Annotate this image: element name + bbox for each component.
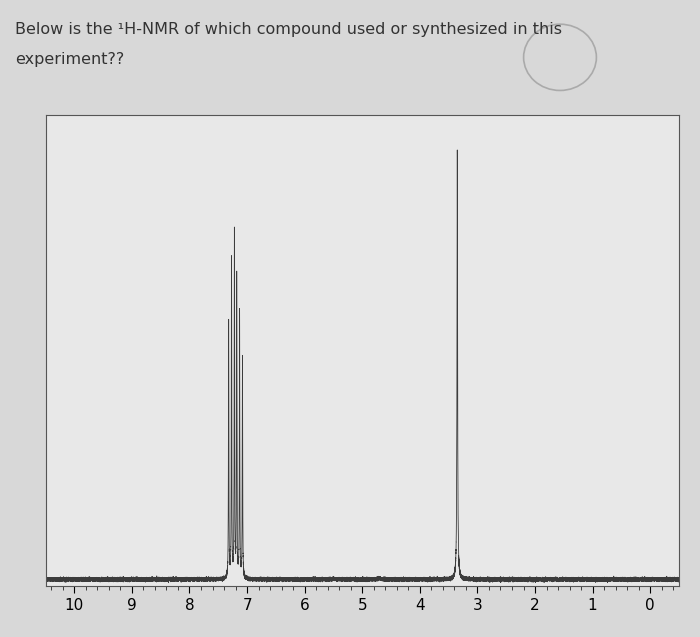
Text: Below is the ¹H-NMR of which compound used or synthesized in this: Below is the ¹H-NMR of which compound us…	[15, 22, 562, 38]
Text: experiment??: experiment??	[15, 52, 125, 68]
